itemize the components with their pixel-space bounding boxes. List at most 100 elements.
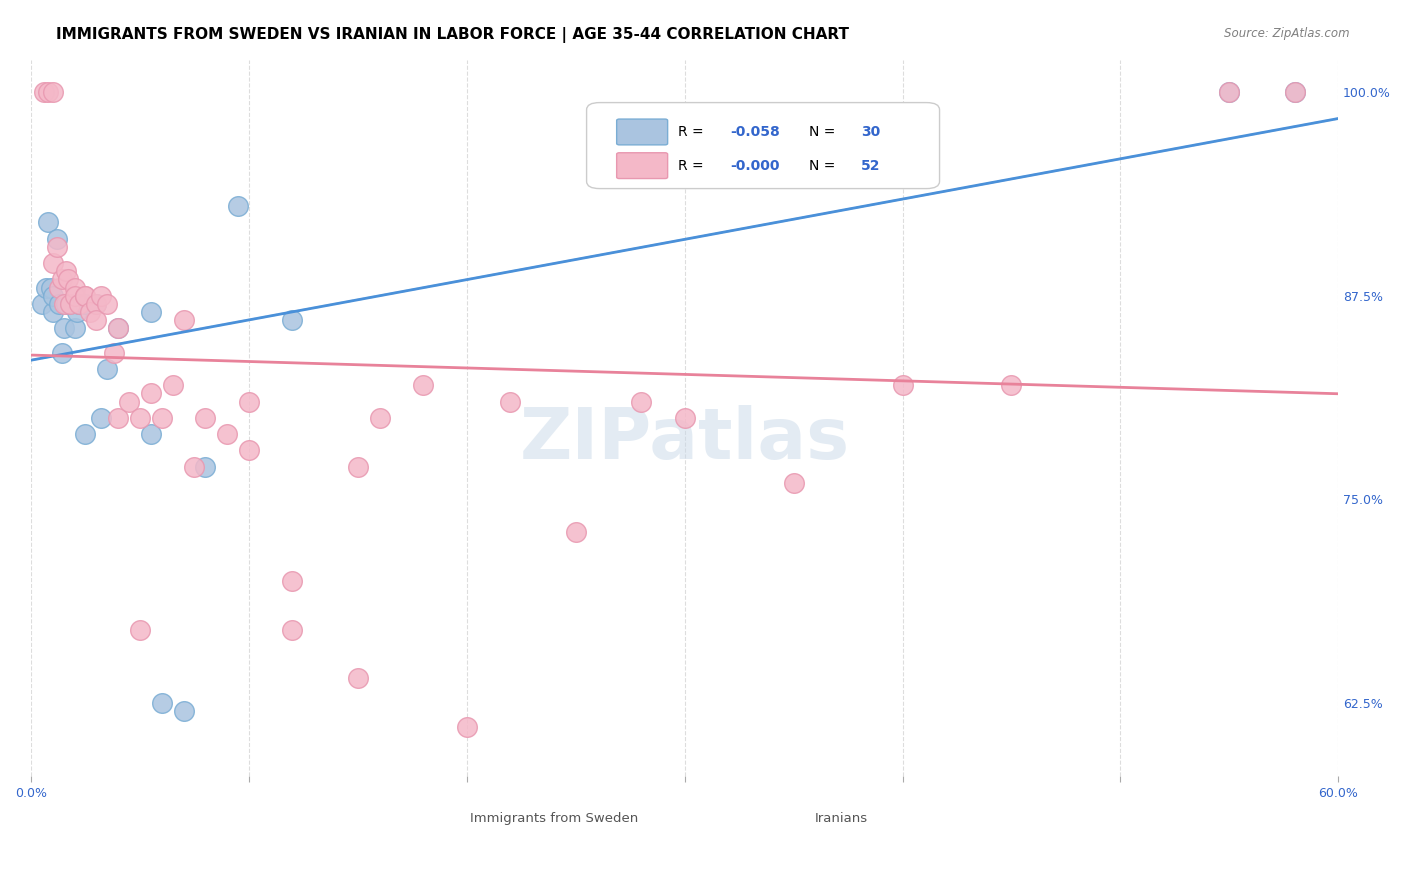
Point	[86, 297, 108, 311]
Point	[129, 410, 152, 425]
Point	[173, 704, 195, 718]
Point	[107, 321, 129, 335]
Point	[90, 289, 112, 303]
Text: Immigrants from Sweden: Immigrants from Sweden	[470, 812, 638, 825]
Point	[63, 280, 86, 294]
Text: -0.058: -0.058	[730, 125, 780, 139]
Point	[96, 297, 118, 311]
Point	[782, 475, 804, 490]
Point	[51, 345, 73, 359]
Point	[75, 289, 97, 303]
Text: ZIPatlas: ZIPatlas	[520, 405, 849, 474]
Point	[67, 297, 90, 311]
Point	[194, 410, 217, 425]
Point	[118, 394, 141, 409]
Point	[75, 297, 97, 311]
Text: R =: R =	[678, 159, 704, 173]
Point	[67, 297, 90, 311]
Point	[183, 459, 205, 474]
FancyBboxPatch shape	[617, 119, 668, 145]
Point	[75, 289, 97, 303]
Point	[346, 459, 368, 474]
Point	[891, 378, 914, 392]
Point	[217, 427, 239, 442]
Point	[630, 394, 652, 409]
Point	[1284, 85, 1306, 99]
Point	[1218, 85, 1240, 99]
Point	[42, 85, 65, 99]
Point	[63, 289, 86, 303]
Point	[66, 305, 89, 319]
Point	[86, 313, 108, 327]
Text: -0.000: -0.000	[730, 159, 780, 173]
Point	[412, 378, 434, 392]
Point	[55, 264, 77, 278]
Point	[90, 410, 112, 425]
Point	[162, 378, 184, 392]
Point	[42, 289, 65, 303]
Point	[42, 256, 65, 270]
Point	[46, 232, 69, 246]
Point	[499, 394, 522, 409]
Point	[139, 427, 162, 442]
Point	[150, 696, 173, 710]
FancyBboxPatch shape	[617, 153, 668, 178]
FancyBboxPatch shape	[728, 805, 766, 824]
Point	[46, 240, 69, 254]
Point	[173, 313, 195, 327]
Point	[56, 272, 79, 286]
Point	[79, 305, 101, 319]
Point	[346, 672, 368, 686]
Point	[238, 394, 260, 409]
Point	[238, 443, 260, 458]
Point	[103, 345, 125, 359]
Point	[59, 297, 82, 311]
Point	[107, 321, 129, 335]
Point	[32, 85, 55, 99]
Point	[48, 297, 70, 311]
Text: N =: N =	[808, 125, 835, 139]
Point	[226, 199, 249, 213]
Point	[37, 215, 59, 229]
FancyBboxPatch shape	[586, 103, 939, 188]
Text: N =: N =	[808, 159, 835, 173]
Point	[150, 410, 173, 425]
Text: R =: R =	[678, 125, 704, 139]
Point	[52, 297, 75, 311]
Point	[194, 459, 217, 474]
Point	[1000, 378, 1022, 392]
Text: 52: 52	[860, 159, 880, 173]
Point	[129, 623, 152, 637]
Point	[281, 574, 304, 588]
Point	[52, 321, 75, 335]
Text: 30: 30	[860, 125, 880, 139]
Text: Source: ZipAtlas.com: Source: ZipAtlas.com	[1225, 27, 1350, 40]
Point	[281, 623, 304, 637]
Point	[48, 280, 70, 294]
Point	[55, 297, 77, 311]
Point	[31, 297, 53, 311]
Point	[59, 297, 82, 311]
Point	[75, 427, 97, 442]
Text: Iranians: Iranians	[815, 812, 868, 825]
Point	[37, 85, 59, 99]
Point	[107, 410, 129, 425]
Point	[96, 362, 118, 376]
Point	[139, 305, 162, 319]
Text: IMMIGRANTS FROM SWEDEN VS IRANIAN IN LABOR FORCE | AGE 35-44 CORRELATION CHART: IMMIGRANTS FROM SWEDEN VS IRANIAN IN LAB…	[56, 27, 849, 43]
Point	[35, 280, 58, 294]
Point	[139, 386, 162, 401]
Point	[63, 321, 86, 335]
Point	[564, 524, 586, 539]
Point	[281, 313, 304, 327]
Point	[39, 280, 62, 294]
Point	[456, 720, 478, 734]
Point	[86, 297, 108, 311]
Point	[368, 410, 391, 425]
Point	[1284, 85, 1306, 99]
Point	[1218, 85, 1240, 99]
Point	[51, 272, 73, 286]
FancyBboxPatch shape	[427, 805, 465, 824]
Point	[42, 305, 65, 319]
Point	[673, 410, 696, 425]
